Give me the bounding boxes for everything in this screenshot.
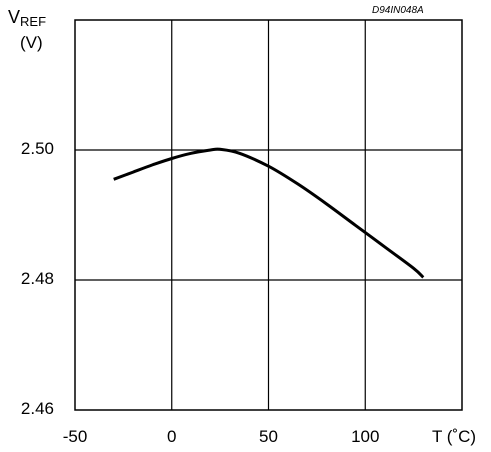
x-tick-label: -50: [62, 427, 88, 446]
y-tick-label: 2.48: [20, 269, 54, 288]
figure-code: D94IN048A: [372, 5, 424, 16]
x-tick-label: 100: [351, 427, 380, 446]
y-tick-label: 2.50: [20, 139, 54, 158]
x-tick-label: 0: [167, 427, 177, 446]
x-tick-label: 50: [259, 427, 278, 446]
grid: [75, 20, 462, 410]
y-tick-label: 2.46: [20, 399, 54, 418]
series-line: [113, 147, 425, 279]
x-axis-label: T (˚C): [432, 427, 477, 446]
y-axis-unit: (V): [20, 33, 43, 52]
y-axis-label: VREF: [8, 7, 47, 29]
plot-frame: [74, 19, 463, 411]
